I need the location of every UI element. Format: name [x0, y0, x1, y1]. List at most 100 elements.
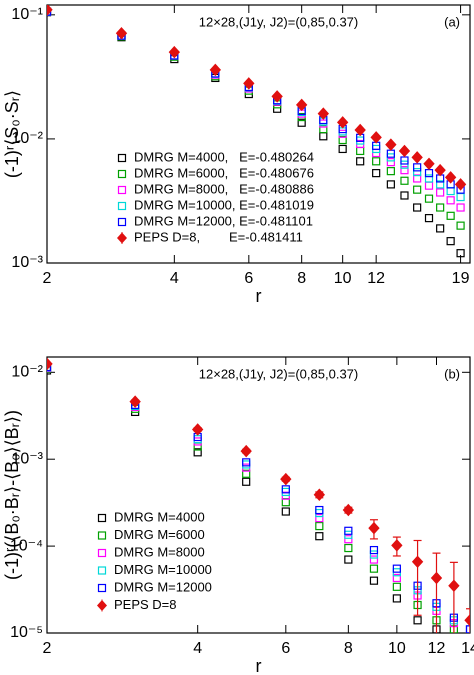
x-tick-label: 2	[43, 640, 52, 657]
x-axis-label: r	[256, 286, 262, 306]
data-point	[456, 221, 465, 230]
data-point	[192, 423, 204, 436]
x-tick-label: 10	[388, 640, 406, 657]
legend-marker	[97, 566, 107, 575]
legend-label: DMRG M=6000	[114, 527, 205, 542]
annotation: 12×28,(J1y, J2)=(0,85,0.37)	[199, 366, 358, 381]
data-point	[444, 171, 457, 184]
plot-area	[47, 357, 470, 633]
data-point	[369, 555, 379, 564]
data-point	[413, 203, 422, 212]
data-point	[391, 539, 403, 552]
data-point	[413, 163, 422, 172]
data-point	[436, 180, 445, 189]
y-tick-label: 10⁻³	[11, 254, 43, 271]
data-point	[115, 27, 128, 40]
data-point	[315, 532, 324, 541]
data-point	[315, 514, 324, 523]
data-point	[280, 472, 292, 486]
x-tick-label: 6	[281, 640, 290, 657]
y-axis-label: (-1)ʳ⟨S₀·Sᵣ⟩	[2, 90, 22, 178]
data-point	[434, 163, 446, 177]
data-point	[129, 395, 141, 408]
data-point	[47, 362, 52, 372]
data-point	[370, 131, 382, 144]
data-point	[424, 169, 434, 178]
data-point	[392, 564, 401, 573]
data-point	[385, 138, 397, 151]
data-point	[47, 357, 53, 371]
legend-label: DMRG M=10000, E=-0.481019	[134, 197, 314, 212]
data-point	[386, 167, 395, 176]
legend-label: DMRG M=4000, E=-0.480264	[134, 149, 314, 164]
data-point	[424, 214, 434, 223]
data-point	[400, 160, 409, 169]
data-point	[344, 526, 353, 535]
data-point	[392, 582, 401, 591]
legend-label: DMRG M=8000, E=-0.480886	[134, 181, 314, 196]
y-tick-label: 10⁻⁵	[10, 624, 43, 641]
data-point	[465, 625, 470, 633]
x-tick-label: 14	[461, 640, 474, 657]
legend-marker	[117, 185, 127, 195]
data-point	[424, 194, 434, 203]
data-point	[411, 151, 423, 164]
plot-frame	[46, 4, 471, 264]
legend-marker	[97, 583, 107, 593]
data-point	[281, 507, 290, 516]
data-point	[398, 144, 411, 158]
data-point	[242, 469, 251, 478]
data-point	[315, 521, 324, 531]
data-point	[464, 614, 470, 627]
data-point	[436, 203, 445, 212]
data-point	[242, 477, 251, 486]
data-point	[386, 158, 395, 167]
data-point	[242, 458, 251, 467]
x-tick-label: 19	[452, 270, 470, 287]
data-point	[392, 594, 401, 603]
legend-label: DMRG M=10000	[114, 562, 212, 577]
data-point	[369, 564, 379, 573]
legend-label: PEPS D=8, E=-0.481411	[134, 229, 303, 244]
data-point	[448, 579, 460, 592]
data-point	[193, 437, 202, 446]
data-point	[400, 176, 409, 185]
data-point	[209, 63, 222, 77]
data-point	[413, 616, 422, 625]
data-point	[342, 503, 355, 517]
annotation: 12×28,(J1y, J2)=(0,85,0.37)	[199, 14, 358, 29]
legend-marker	[97, 548, 107, 558]
plot-frame	[46, 356, 471, 634]
data-point	[338, 144, 347, 154]
data-point	[386, 180, 395, 189]
data-point	[400, 191, 409, 200]
data-point	[423, 157, 435, 171]
data-point	[273, 104, 282, 113]
legend-marker	[117, 232, 127, 244]
data-point	[193, 448, 202, 457]
data-point	[424, 174, 434, 183]
data-point	[168, 45, 181, 59]
data-point	[47, 5, 53, 16]
data-point	[344, 535, 353, 544]
data-point	[317, 107, 329, 120]
y-tick-label: 10⁻²	[11, 130, 43, 147]
data-point	[354, 123, 366, 137]
data-point	[456, 192, 465, 202]
legend-label: DMRG M=8000	[114, 544, 205, 559]
x-tick-label: 4	[193, 640, 202, 657]
y-tick-label: 10⁻⁴	[10, 537, 43, 554]
x-tick-label: 10	[334, 270, 352, 287]
data-point	[369, 576, 379, 585]
data-point	[344, 555, 353, 564]
x-tick-label: 12	[428, 640, 446, 657]
y-tick-label: 10⁻²	[11, 364, 43, 381]
data-point	[456, 249, 465, 258]
data-point	[446, 211, 455, 220]
data-point	[368, 521, 380, 535]
data-point	[411, 555, 424, 569]
x-tick-label: 12	[367, 270, 385, 287]
x-tick-label: 8	[297, 270, 306, 287]
data-point	[338, 127, 347, 136]
